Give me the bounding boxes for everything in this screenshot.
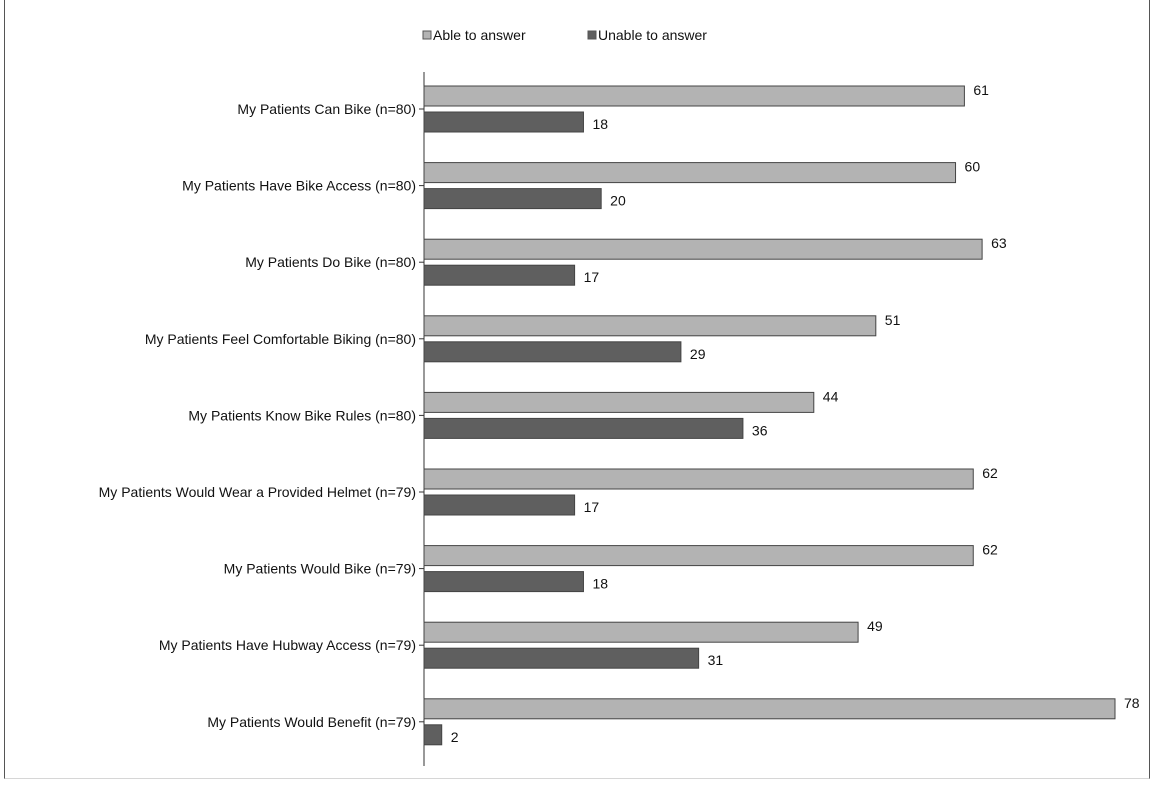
- legend-swatch-unable: [587, 30, 597, 40]
- bar-unable: [423, 111, 584, 133]
- value-label-unable: 2: [451, 729, 459, 745]
- bar-unable: [423, 341, 682, 363]
- value-label-unable: 31: [708, 652, 724, 668]
- value-label-unable: 18: [592, 576, 608, 592]
- category-label: My Patients Do Bike (n=80): [245, 254, 416, 270]
- bar-able: [423, 698, 1116, 720]
- bar-able: [423, 238, 983, 260]
- bar-able: [423, 545, 974, 567]
- bar-unable: [423, 264, 576, 286]
- value-label-able: 61: [973, 82, 989, 98]
- bar-able: [423, 621, 859, 643]
- value-label-able: 78: [1124, 695, 1140, 711]
- value-label-able: 49: [867, 618, 883, 634]
- category-label: My Patients Have Bike Access (n=80): [182, 178, 416, 194]
- value-label-unable: 36: [752, 422, 768, 438]
- value-label-unable: 17: [584, 499, 600, 515]
- value-label-unable: 29: [690, 346, 706, 362]
- value-label-able: 44: [823, 388, 839, 404]
- value-label-able: 60: [965, 159, 981, 175]
- legend-label-unable: Unable to answer: [598, 27, 707, 43]
- category-label: My Patients Would Benefit (n=79): [207, 714, 416, 730]
- category-label: My Patients Know Bike Rules (n=80): [188, 407, 416, 423]
- chart-frame: Able to answer Unable to answer My Patien…: [4, 0, 1150, 779]
- bar-unable: [423, 571, 584, 593]
- bar-chart: Able to answer Unable to answer My Patien…: [99, 27, 1140, 766]
- bar-unable: [423, 188, 602, 210]
- value-label-able: 62: [982, 465, 998, 481]
- category-label: My Patients Feel Comfortable Biking (n=8…: [145, 331, 416, 347]
- category-label: My Patients Can Bike (n=80): [237, 101, 416, 117]
- value-label-unable: 18: [592, 116, 608, 132]
- legend-swatch-able: [422, 30, 432, 40]
- category-label: My Patients Would Bike (n=79): [224, 561, 416, 577]
- bar-unable: [423, 494, 576, 516]
- bar-able: [423, 391, 815, 413]
- legend: Able to answer Unable to answer: [422, 27, 707, 43]
- category-label: My Patients Have Hubway Access (n=79): [159, 637, 416, 653]
- value-label-unable: 17: [584, 269, 600, 285]
- category-label: My Patients Would Wear a Provided Helmet…: [99, 484, 416, 500]
- bars-group: My Patients Can Bike (n=80) 61 18 My Patien…: [99, 82, 1140, 746]
- value-label-able: 63: [991, 235, 1007, 251]
- bar-unable: [423, 417, 744, 439]
- bar-unable: [423, 724, 443, 746]
- bar-unable: [423, 647, 700, 669]
- bar-able: [423, 315, 877, 337]
- legend-label-able: Able to answer: [433, 27, 526, 43]
- value-label-unable: 20: [610, 193, 626, 209]
- value-label-able: 51: [885, 312, 901, 328]
- value-label-able: 62: [982, 542, 998, 558]
- bar-able: [423, 162, 957, 184]
- bar-able: [423, 85, 965, 107]
- bar-able: [423, 468, 974, 490]
